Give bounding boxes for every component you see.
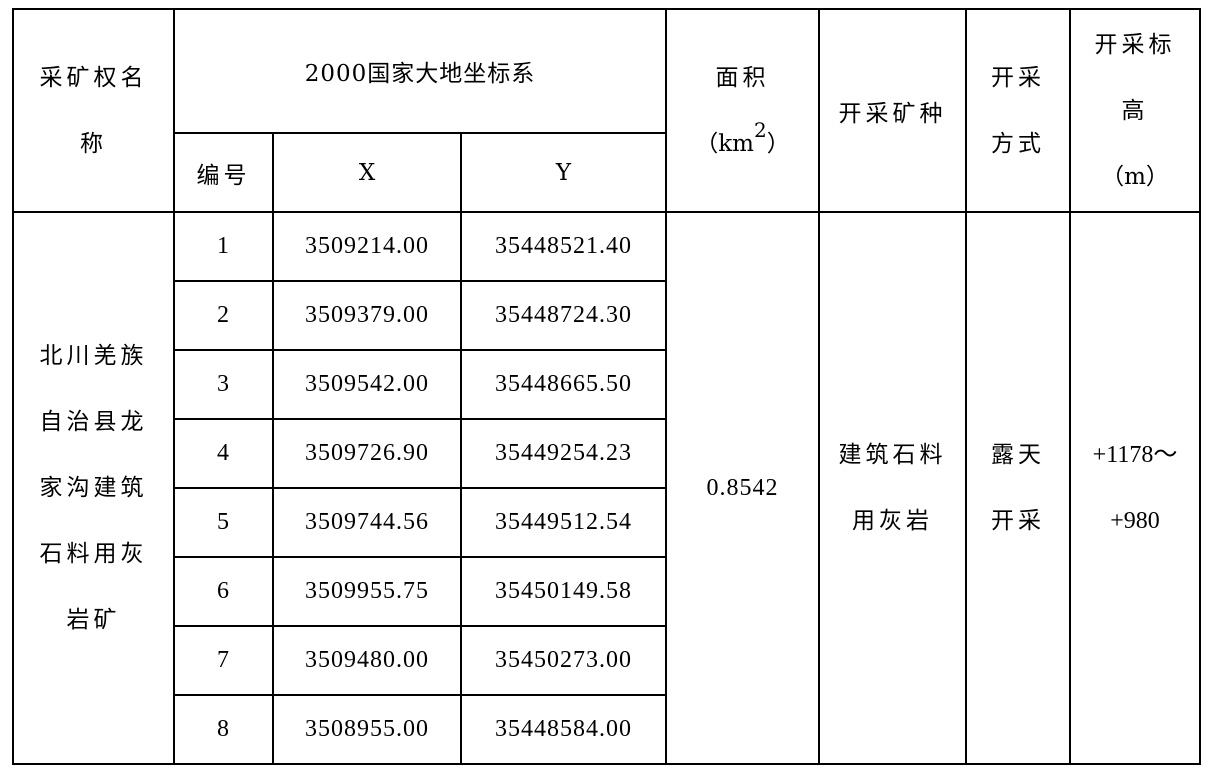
mining-rights-table: 采矿权名称 2000国家大地坐标系 面积 （km2） 开采矿种 开采方式 开采标…: [12, 8, 1201, 765]
area-unit-close: ）: [766, 130, 790, 157]
elevation-bottom: +980: [1110, 508, 1160, 534]
point-x: 3509744.56: [272, 487, 462, 558]
mineral-value: 建筑石料用灰岩: [838, 442, 947, 534]
point-y: 35448665.50: [460, 349, 667, 420]
header-name-text: 采矿权名称: [39, 64, 148, 157]
elevation-top: +1178～: [1092, 442, 1178, 468]
header-point-no: 编号: [173, 132, 274, 213]
table-row: 4 3509726.90 35449254.23: [13, 418, 1200, 489]
area-value: 0.8542: [665, 211, 820, 765]
point-no: 3: [173, 349, 274, 420]
header-mineral: 开采矿种: [818, 8, 967, 213]
elevation-cell: +1178～ +980: [1069, 211, 1201, 765]
point-x: 3509726.90: [272, 418, 462, 489]
table-row: 北川羌族自治县龙家沟建筑石料用灰岩矿 1 3509214.00 35448521.40…: [12, 211, 1201, 765]
point-y: 35448521.40: [460, 211, 667, 282]
mine-name: 北川羌族自治县龙家沟建筑石料用灰岩矿: [39, 343, 148, 633]
header-coord-system: 2000国家大地坐标系: [173, 8, 667, 134]
header-coord-system-text: 2000国家大地坐标系: [304, 61, 536, 87]
point-no: 2: [173, 280, 274, 351]
point-x: 3509480.00: [272, 625, 462, 696]
area-unit-open: （km: [695, 130, 754, 157]
table-row: 2 3509379.00 35448724.30: [13, 280, 1200, 351]
method-cell: 露天开采: [965, 211, 1071, 765]
point-y: 35449512.54: [460, 487, 667, 558]
header-elevation: 开采标高 （m）: [1069, 8, 1201, 213]
table-row: 7 3509480.00 35450273.00: [13, 625, 1200, 696]
header-name: 采矿权名称: [12, 8, 175, 213]
header-area: 面积 （km2）: [665, 8, 820, 213]
point-no: 1: [173, 211, 274, 282]
header-mineral-text: 开采矿种: [838, 100, 947, 127]
table-row: 8 3508955.00 35448584.00: [13, 694, 1200, 765]
header-x-text: X: [358, 159, 376, 186]
header-point-no-text: 编号: [196, 162, 251, 189]
mine-name-cell: 北川羌族自治县龙家沟建筑石料用灰岩矿: [12, 211, 175, 765]
table-row: 3 3509542.00 35448665.50: [13, 349, 1200, 420]
header-method-text: 开采方式: [991, 64, 1045, 157]
point-x: 3509542.00: [272, 349, 462, 420]
header-method: 开采方式: [965, 8, 1071, 213]
header-elevation-text: 开采标高: [1094, 31, 1176, 124]
point-no: 6: [173, 556, 274, 627]
point-x: 3509955.75: [272, 556, 462, 627]
header-area-label: 面积: [715, 64, 770, 91]
point-y: 35449254.23: [460, 418, 667, 489]
table-row: 6 3509955.75 35450149.58: [13, 556, 1200, 627]
header-row-2: 编号 X Y: [13, 132, 1200, 213]
header-y: Y: [460, 132, 667, 213]
point-y: 35448724.30: [460, 280, 667, 351]
header-row-1: 采矿权名称 2000国家大地坐标系 面积 （km2） 开采矿种 开采方式 开采标…: [12, 8, 1201, 213]
header-x: X: [272, 132, 462, 213]
point-y: 35448584.00: [460, 694, 667, 765]
point-no: 4: [173, 418, 274, 489]
point-y: 35450149.58: [460, 556, 667, 627]
header-area-unit: （km2）: [667, 111, 818, 177]
point-x: 3509214.00: [272, 211, 462, 282]
point-x: 3509379.00: [272, 280, 462, 351]
area-unit-sup: 2: [754, 117, 767, 142]
point-x: 3508955.00: [272, 694, 462, 765]
point-no: 8: [173, 694, 274, 765]
header-elevation-unit: （m）: [1101, 163, 1169, 190]
method-value: 露天开采: [991, 442, 1045, 534]
point-no: 5: [173, 487, 274, 558]
table-row: 5 3509744.56 35449512.54: [13, 487, 1200, 558]
point-no: 7: [173, 625, 274, 696]
mineral-cell: 建筑石料用灰岩: [818, 211, 967, 765]
header-y-text: Y: [555, 159, 572, 186]
point-y: 35450273.00: [460, 625, 667, 696]
